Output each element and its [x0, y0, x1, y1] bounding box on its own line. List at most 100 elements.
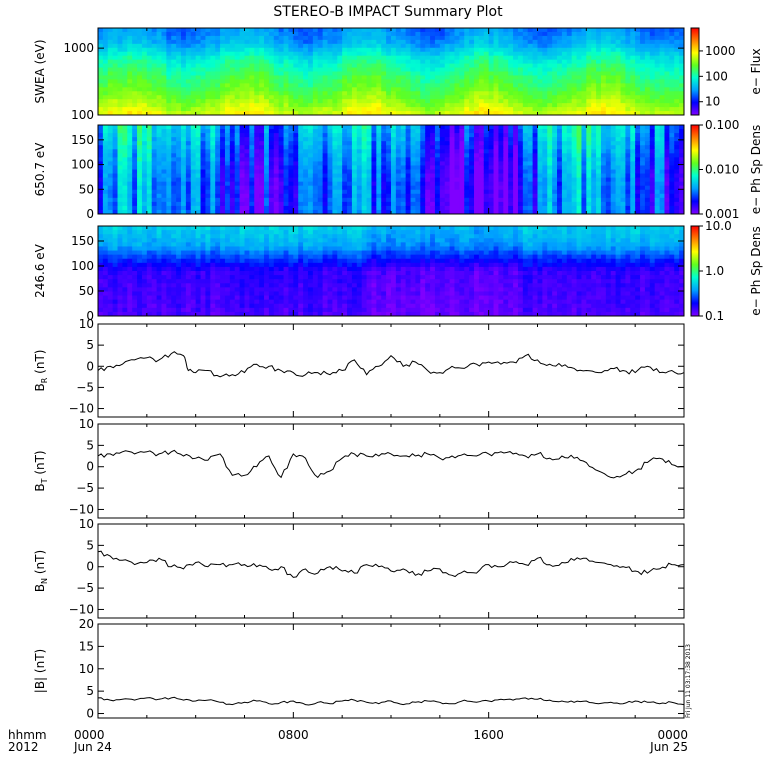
pad650-cell	[137, 201, 143, 207]
swea-cell	[249, 47, 255, 53]
pad650-cell	[102, 173, 109, 179]
swea-cell	[317, 35, 324, 41]
pad650-cell	[141, 153, 148, 158]
swea-cell	[659, 111, 666, 115]
pad650-cell	[430, 125, 436, 130]
swea-cell	[361, 67, 368, 73]
swea-cell	[141, 111, 148, 115]
swea-cell	[464, 31, 470, 37]
swea-cell	[391, 63, 397, 69]
swea-cell	[185, 31, 192, 37]
swea-cell	[342, 99, 348, 104]
pad650-cell	[322, 141, 329, 146]
swea-cell	[244, 95, 250, 100]
pad650-cell	[605, 161, 612, 167]
swea-cell	[478, 51, 485, 57]
swea-cell	[459, 91, 465, 96]
swea-cell	[200, 51, 207, 57]
swea-cell	[171, 83, 177, 88]
swea-cell	[288, 31, 294, 37]
pad650-cell	[264, 133, 270, 138]
pad650-cell	[444, 129, 451, 134]
pad650-cell	[469, 137, 475, 142]
swea-cell	[185, 79, 192, 84]
swea-cell	[464, 67, 470, 73]
pad650-cell	[527, 181, 534, 187]
swea-cell	[288, 107, 294, 112]
pad650-cell	[117, 185, 124, 191]
swea-cell	[566, 39, 573, 45]
pad650-cell	[449, 193, 456, 199]
pad650-cell	[596, 145, 602, 150]
swea-cell	[561, 95, 568, 100]
swea-cell	[195, 39, 202, 45]
swea-cell	[532, 67, 539, 73]
pad650-cell	[371, 189, 377, 195]
pad650-cell	[259, 205, 265, 211]
swea-cell	[132, 31, 138, 37]
pad650-cell	[391, 205, 397, 211]
swea-cell	[127, 99, 133, 104]
pad650-cell	[259, 185, 265, 191]
pad650-cell	[591, 193, 597, 199]
swea-cell	[571, 79, 578, 84]
pad650-cell	[122, 189, 128, 195]
pad650-cell	[264, 141, 270, 146]
pad650-cell	[293, 205, 299, 211]
swea-cell	[278, 107, 285, 112]
swea-cell	[649, 31, 656, 37]
pad650-cell	[434, 153, 441, 158]
pad650-cell	[605, 173, 612, 179]
pad650-cell	[107, 189, 114, 195]
swea-cell	[327, 63, 333, 69]
pad650-cell	[166, 157, 172, 163]
pad650-cell	[307, 209, 314, 214]
swea-cell	[317, 59, 324, 65]
swea-cell	[630, 63, 636, 69]
swea-cell	[493, 39, 500, 45]
swea-cell	[264, 107, 270, 112]
swea-cell	[405, 31, 412, 37]
pad650-cell	[503, 145, 509, 150]
pad650-cell	[268, 209, 275, 214]
swea-cell	[332, 103, 338, 108]
swea-cell	[156, 95, 163, 100]
swea-cell	[102, 111, 109, 115]
swea-cell	[234, 99, 241, 104]
swea-cell	[249, 79, 255, 84]
swea-cell	[605, 103, 612, 108]
pad650-cell	[171, 141, 177, 146]
pad650-cell	[356, 189, 363, 195]
swea-cell	[649, 79, 656, 84]
pad650-cell	[498, 137, 504, 142]
pad650-cell	[395, 141, 402, 146]
swea-cell	[586, 87, 592, 92]
swea-cell	[527, 39, 534, 45]
pad650-cell	[98, 185, 104, 191]
swea-cell	[356, 47, 363, 53]
pad650-cell	[552, 161, 558, 167]
pad650-cell	[195, 133, 202, 138]
swea-cell	[469, 91, 475, 96]
pad650-cell	[156, 161, 163, 167]
swea-cell	[454, 47, 460, 53]
swea-cell	[444, 79, 451, 84]
swea-cell	[620, 28, 626, 33]
swea-cell	[327, 31, 333, 37]
pad650-cell	[381, 177, 387, 183]
pad650-cell	[337, 141, 343, 146]
swea-cell	[195, 63, 202, 69]
pad650-cell	[347, 129, 353, 134]
pad650-cell	[596, 197, 602, 203]
swea-cell	[605, 39, 612, 45]
swea-cell	[566, 87, 573, 92]
swea-cell	[395, 55, 402, 61]
swea-cell	[229, 35, 236, 41]
swea-cell	[112, 79, 119, 84]
swea-cell	[161, 67, 167, 73]
swea-cell	[434, 79, 441, 84]
pad650-cell	[537, 197, 543, 203]
swea-cell	[210, 99, 216, 104]
swea-cell	[605, 43, 612, 49]
swea-cell	[146, 51, 153, 57]
